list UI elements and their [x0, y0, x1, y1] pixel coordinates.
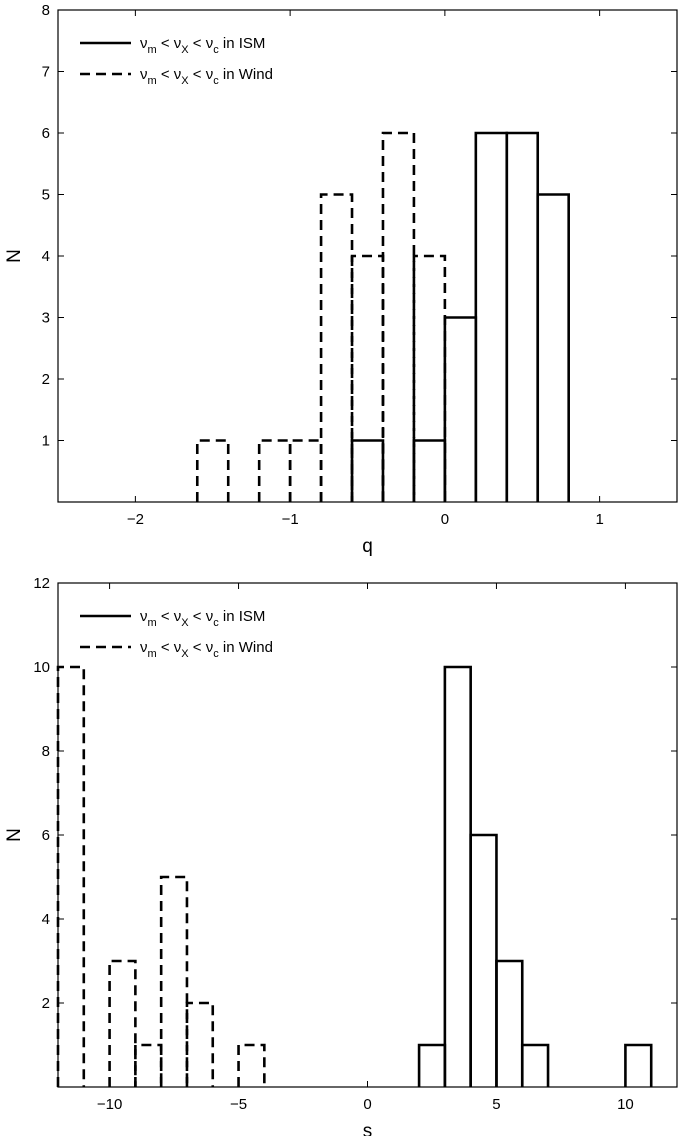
histogram-bin [412, 254, 447, 502]
y-tick-label: 8 [42, 2, 50, 19]
histogram-bin [159, 875, 189, 1087]
legend: νm < νX < νc in ISM νm < νX < νc in Wind [80, 608, 273, 660]
histogram-bin [505, 131, 540, 502]
x-axis-label: q [362, 536, 373, 557]
y-tick-label: 4 [42, 248, 50, 265]
series-wind [56, 665, 266, 1087]
histogram-bin [257, 439, 292, 502]
y-tick-label: 6 [42, 827, 50, 844]
histogram-bin [350, 254, 385, 502]
x-tick-label: 0 [363, 1096, 371, 1113]
y-tick-label: 4 [42, 911, 50, 928]
histogram-bin [108, 959, 137, 1087]
y-axis-label: N [4, 249, 25, 263]
series-ism [350, 131, 570, 502]
series-ism [417, 665, 653, 1087]
legend: νm < νX < νc in ISM νm < νX < νc in Wind [80, 35, 273, 87]
histogram-bin [624, 1043, 653, 1087]
histogram-bin [185, 1001, 215, 1087]
histogram-bin [195, 439, 230, 502]
y-axis-label: N [4, 828, 25, 842]
series-wind [195, 131, 447, 502]
x-tick-label: 10 [617, 1096, 634, 1113]
x-tick-label: −5 [230, 1096, 247, 1113]
legend-label: νm < νX < νc in Wind [140, 639, 273, 660]
legend-label: νm < νX < νc in Wind [140, 66, 273, 87]
y-tick-label: 12 [33, 575, 50, 592]
y-tick-label: 8 [42, 743, 50, 760]
histogram-bin [412, 439, 447, 502]
histogram-bin [443, 316, 478, 502]
legend-item-ism: νm < νX < νc in ISM [80, 608, 265, 629]
histogram-bin [381, 131, 416, 502]
histogram-bin [520, 1043, 550, 1087]
legend-label: νm < νX < νc in ISM [140, 608, 265, 629]
y-tick-label: 2 [42, 995, 50, 1012]
x-tick-label: −10 [97, 1096, 122, 1113]
histogram-bin [56, 665, 86, 1087]
y-tick-label: 7 [42, 64, 50, 81]
x-tick-label: −2 [127, 511, 144, 528]
histogram-bin [237, 1043, 266, 1087]
histogram-bin [536, 193, 570, 502]
histogram-bin [495, 959, 524, 1087]
histogram-bin [469, 833, 498, 1087]
histogram-bin [350, 439, 385, 502]
y-tick-label: 3 [42, 310, 50, 327]
legend-label: νm < νX < νc in ISM [140, 35, 265, 56]
legend-item-ism: νm < νX < νc in ISM [80, 35, 265, 56]
x-tick-label: 5 [492, 1096, 500, 1113]
x-axis-label: s [363, 1121, 373, 1136]
legend-item-wind: νm < νX < νc in Wind [80, 66, 273, 87]
x-tick-label: −1 [282, 511, 299, 528]
x-tick-label: 0 [441, 511, 449, 528]
histogram-bin [443, 665, 472, 1087]
histogram-bin [417, 1043, 447, 1087]
histogram-bin [288, 439, 323, 502]
legend-item-wind: νm < νX < νc in Wind [80, 639, 273, 660]
histogram-bin [319, 193, 354, 502]
y-tick-label: 1 [42, 433, 50, 450]
histogram-bin [474, 131, 509, 502]
x-tick-label: 1 [595, 511, 603, 528]
histogram-bin [134, 1043, 163, 1087]
y-tick-label: 5 [42, 187, 50, 204]
y-tick-label: 6 [42, 125, 50, 142]
y-tick-label: 10 [33, 659, 50, 676]
y-tick-label: 2 [42, 371, 50, 388]
